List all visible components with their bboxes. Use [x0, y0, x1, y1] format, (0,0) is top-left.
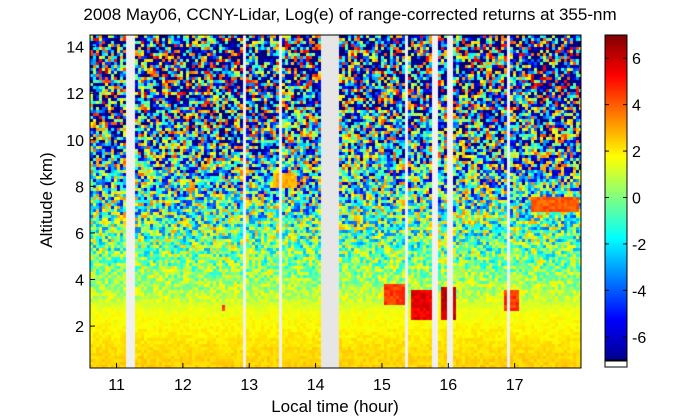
y-tick-label: 2	[75, 319, 84, 336]
x-tick-label: 12	[174, 377, 192, 394]
colorbar-tick-label: -6	[632, 330, 646, 347]
x-tick-label: 14	[307, 377, 325, 394]
plot-frame	[89, 34, 582, 369]
colorbar-tick-label: 4	[632, 98, 641, 115]
y-axis-label: Altitude (km)	[37, 152, 56, 247]
y-tick-label: 12	[66, 86, 84, 103]
colorbar-tick-label: 0	[632, 191, 641, 208]
y-axis: 2 4 6 8 10 12 14	[66, 40, 95, 336]
y-tick-label: 14	[66, 40, 84, 57]
x-tick-label: 13	[240, 377, 258, 394]
lidar-backscatter-image	[90, 35, 581, 368]
colorbar-undefined-swatch	[604, 360, 628, 368]
chart-title: 2008 May06, CCNY-Lidar, Log(e) of range-…	[83, 5, 616, 24]
x-tick-label: 11	[108, 377, 125, 394]
colorbar-tick-label: 2	[632, 144, 641, 161]
y-tick-label: 10	[66, 133, 84, 150]
y-tick-label: 4	[75, 273, 84, 290]
colorbar-tick-label: -4	[632, 283, 646, 300]
x-axis: 11 12 13 14 15 16 17	[108, 363, 524, 394]
colorbar-tick-label: 6	[632, 51, 641, 68]
colorbar-tick-label: -2	[632, 237, 646, 254]
colorbar: -6 -4 -2 0 2 4 6	[604, 34, 646, 368]
y-tick-label: 6	[75, 226, 84, 243]
x-tick-label: 15	[373, 377, 391, 394]
heatmap-plot	[90, 35, 581, 368]
x-tick-label: 16	[439, 377, 457, 394]
x-tick-label: 17	[506, 377, 524, 394]
y-tick-label: 8	[75, 179, 84, 196]
x-axis-label: Local time (hour)	[271, 397, 399, 416]
